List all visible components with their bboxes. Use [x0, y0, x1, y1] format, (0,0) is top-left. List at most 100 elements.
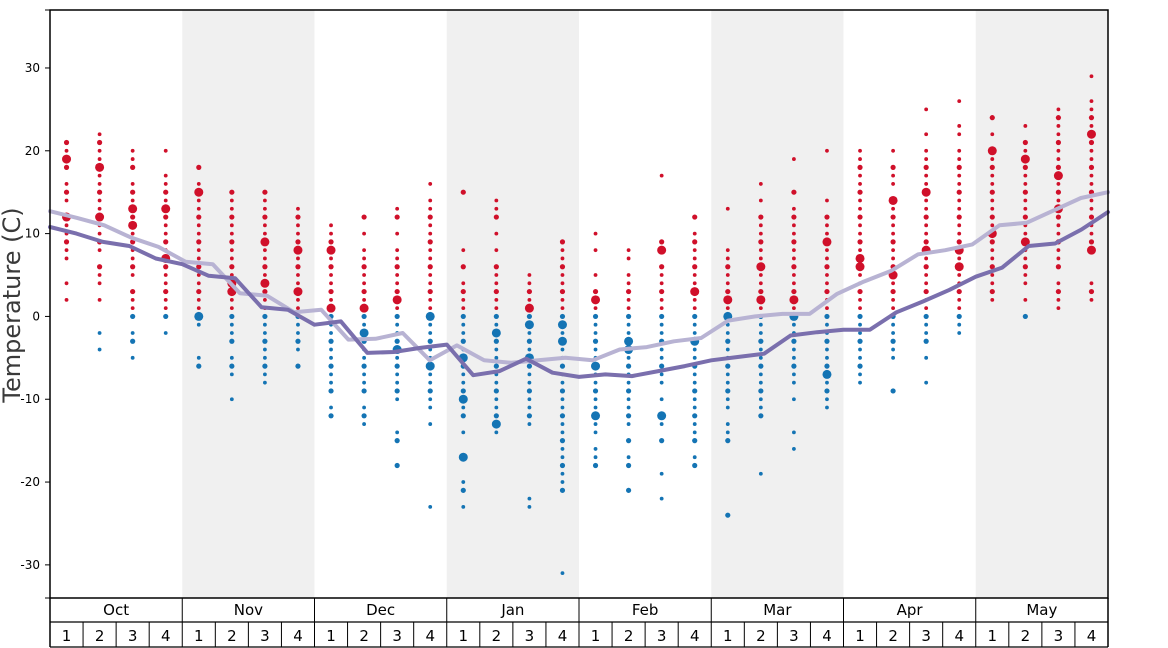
data-point — [524, 320, 534, 330]
data-point — [461, 405, 466, 410]
data-point — [857, 338, 863, 344]
data-point — [692, 297, 697, 302]
data-point — [329, 256, 333, 261]
data-point — [957, 306, 962, 311]
data-point — [990, 206, 995, 211]
data-point — [296, 347, 300, 352]
data-point — [625, 438, 632, 444]
data-point — [825, 273, 829, 277]
data-point — [329, 297, 333, 302]
data-point — [626, 306, 631, 311]
data-point — [923, 239, 929, 245]
data-point — [296, 231, 300, 236]
data-point — [989, 164, 995, 170]
data-point — [461, 430, 466, 435]
data-point — [825, 198, 829, 203]
data-point — [1089, 297, 1094, 302]
data-point — [891, 173, 895, 178]
data-point — [194, 311, 204, 321]
data-point — [527, 347, 532, 352]
data-point — [96, 189, 103, 195]
data-point — [792, 281, 796, 286]
data-point — [263, 297, 267, 302]
data-point — [957, 331, 962, 335]
week-label: 2 — [1021, 627, 1031, 645]
data-point — [857, 363, 863, 369]
data-point — [990, 273, 995, 277]
data-point — [791, 189, 797, 195]
data-point — [428, 397, 433, 402]
data-point — [494, 306, 499, 311]
data-point — [758, 338, 764, 344]
data-point — [890, 388, 896, 394]
data-point — [557, 320, 567, 330]
week-label: 1 — [988, 627, 998, 645]
data-point — [163, 173, 168, 178]
data-point — [1022, 264, 1028, 270]
data-point — [97, 347, 102, 352]
data-point — [659, 355, 664, 360]
data-point — [758, 231, 763, 236]
data-point — [1023, 231, 1028, 236]
data-point — [625, 388, 632, 394]
data-point — [659, 297, 664, 302]
data-point — [593, 430, 598, 435]
data-point — [692, 231, 697, 236]
data-point — [692, 306, 697, 311]
data-point — [428, 422, 433, 426]
month-band-nov — [182, 10, 315, 598]
data-point — [526, 413, 533, 419]
data-point — [427, 239, 433, 245]
data-point — [425, 361, 435, 371]
data-point — [725, 405, 730, 410]
data-point — [427, 388, 433, 394]
data-point — [361, 288, 367, 295]
data-point — [659, 372, 664, 377]
data-point — [957, 148, 962, 153]
data-point — [626, 355, 631, 360]
data-point — [394, 264, 400, 270]
month-label-nov: Nov — [234, 601, 263, 619]
data-point — [560, 331, 565, 335]
data-point — [428, 297, 433, 302]
data-point — [956, 189, 962, 195]
data-point — [493, 388, 499, 394]
data-point — [493, 338, 499, 344]
data-point — [956, 239, 962, 245]
data-point — [690, 287, 700, 297]
data-point — [326, 245, 336, 255]
data-point — [362, 355, 366, 360]
data-point — [559, 388, 566, 394]
data-point — [758, 397, 763, 402]
data-point — [428, 281, 433, 286]
y-tick-label: -30 — [20, 558, 40, 572]
data-point — [792, 322, 796, 327]
data-point — [626, 380, 631, 385]
data-point — [792, 256, 796, 261]
data-point — [692, 214, 698, 220]
data-point — [1022, 313, 1028, 320]
data-point — [626, 331, 631, 335]
data-point — [526, 288, 533, 295]
data-point — [1053, 171, 1063, 181]
data-point — [328, 388, 334, 394]
data-point — [97, 198, 102, 203]
month-band-may — [975, 10, 1108, 598]
data-point — [957, 132, 962, 137]
data-point — [825, 397, 829, 402]
data-point — [592, 462, 599, 469]
data-point — [560, 405, 565, 410]
data-point — [924, 148, 929, 153]
data-point — [924, 182, 929, 186]
data-point — [97, 331, 102, 335]
data-point — [263, 223, 267, 228]
data-point — [560, 273, 565, 277]
data-point — [692, 273, 697, 277]
data-point — [825, 281, 829, 286]
week-label: 3 — [789, 627, 799, 645]
data-point — [758, 413, 764, 419]
data-point — [758, 248, 763, 253]
data-point — [692, 430, 697, 435]
data-point — [1055, 214, 1062, 220]
data-point — [891, 322, 895, 327]
